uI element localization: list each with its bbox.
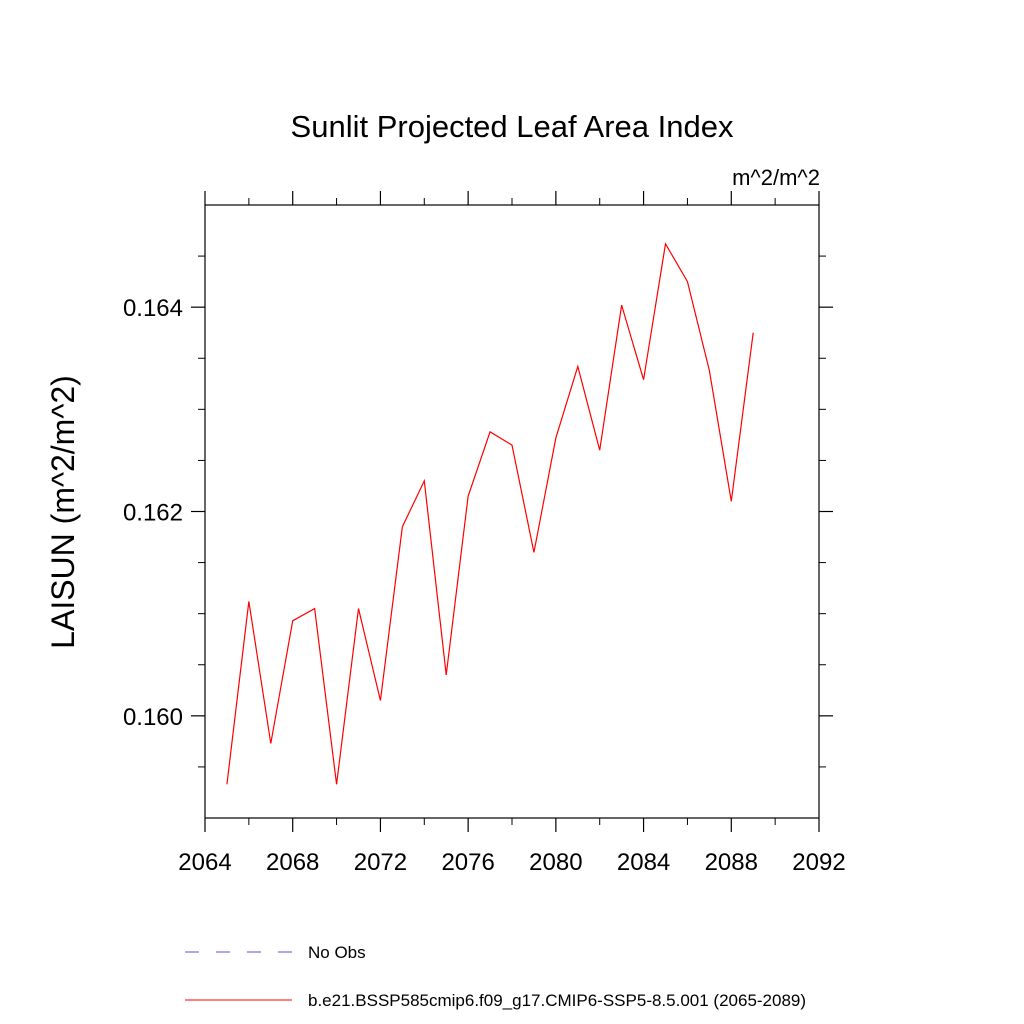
legend: No Obs b.e21.BSSP585cmip6.f09_g17.CMIP6-… — [185, 943, 806, 1010]
x-tick-label: 2076 — [441, 849, 494, 876]
tick-labels: 2064 2068 2072 2076 2080 2084 2088 2092 0.160 0.1… — [123, 295, 846, 876]
series-line — [226, 242, 754, 785]
x-tick-label: 2064 — [178, 849, 231, 876]
plot-frame — [204, 204, 820, 819]
x-tick-label: 2080 — [529, 849, 582, 876]
x-tick-label: 2072 — [354, 849, 407, 876]
y-axis-label: LAISUN (m^2/m^2) — [45, 375, 81, 649]
legend-label-no-obs: No Obs — [308, 943, 366, 962]
x-tick-label: 2092 — [792, 849, 845, 876]
axis-ticks — [191, 191, 833, 832]
y-tick-label: 0.164 — [123, 295, 183, 322]
x-tick-label: 2068 — [266, 849, 319, 876]
y-tick-label: 0.162 — [123, 500, 183, 527]
legend-label-model: b.e21.BSSP585cmip6.f09_g17.CMIP6-SSP5-8.… — [308, 991, 806, 1010]
y-tick-label: 0.160 — [123, 704, 183, 731]
chart-title: Sunlit Projected Leaf Area Index — [291, 109, 734, 144]
x-tick-label: 2084 — [617, 849, 670, 876]
x-tick-label: 2088 — [705, 849, 758, 876]
units-label: m^2/m^2 — [732, 165, 820, 190]
series-group — [226, 242, 754, 785]
